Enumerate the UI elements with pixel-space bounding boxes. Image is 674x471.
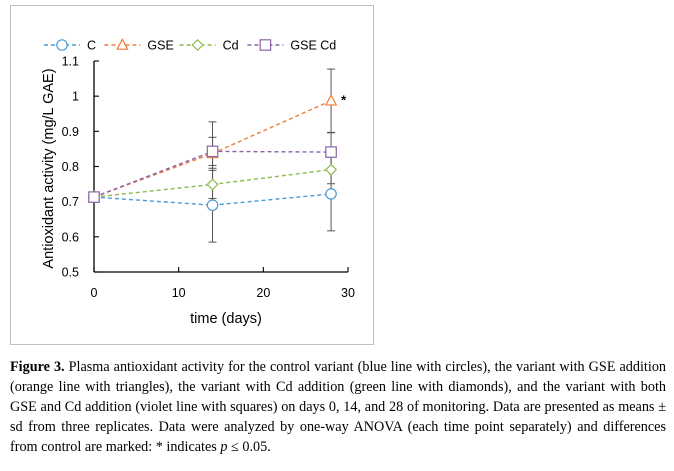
- caption-p-symbol: p: [220, 439, 228, 455]
- x-axis-label: time (days): [190, 311, 262, 327]
- legend-label: C: [87, 39, 96, 53]
- y-tick-label: 0.5: [62, 266, 79, 280]
- legend-label: GSE Cd: [290, 39, 336, 53]
- data-point-c: [325, 188, 337, 200]
- legend-marker-cd: [191, 38, 204, 52]
- data-point-gse-cd: [88, 191, 100, 203]
- y-axis-label: Antioxidant activity (mg/L GAE): [41, 68, 57, 268]
- data-point-cd: [325, 163, 338, 176]
- y-tick-label: 0.7: [62, 195, 79, 209]
- significance-asterisk: *: [341, 93, 347, 108]
- data-point-gse-cd: [206, 145, 219, 158]
- y-tick-label: 1.1: [62, 55, 79, 69]
- data-point-gse-cd: [325, 146, 337, 158]
- data-point-gse: [324, 93, 338, 106]
- series-line-c: [93, 193, 332, 206]
- data-point-cd: [206, 178, 219, 191]
- data-point-c: [206, 199, 219, 211]
- chart-frame: 0.5 0.6 0.7 0.8 0.9 1 1.1 0 10 20 30 time (days) Ant…: [10, 5, 374, 345]
- y-tick-label: 0.9: [62, 125, 79, 139]
- caption-text: Plasma antioxidant activity for the cont…: [10, 359, 667, 455]
- x-tick-label: 0: [91, 286, 98, 300]
- legend-label: GSE: [147, 39, 173, 53]
- legend-marker-c: [56, 39, 68, 51]
- y-tick-label: 0.8: [62, 160, 79, 174]
- figure-caption: Figure 3. Plasma antioxidant activity fo…: [10, 357, 666, 457]
- x-tick-label: 20: [256, 286, 270, 300]
- y-tick-label: 0.6: [62, 230, 79, 244]
- caption-p-rest: ≤ 0.05.: [227, 439, 271, 455]
- legend-marker-gse: [116, 38, 129, 50]
- legend-marker-gse-cd: [259, 39, 272, 51]
- legend-label: Cd: [223, 39, 239, 53]
- x-tick-label: 10: [172, 286, 186, 300]
- x-tick-label: 30: [341, 286, 355, 300]
- line-chart: 0.5 0.6 0.7 0.8 0.9 1 1.1 0 10 20 30 time (days) Ant…: [41, 38, 355, 327]
- y-tick-label: 1: [72, 90, 79, 104]
- caption-label: Figure 3.: [10, 359, 65, 375]
